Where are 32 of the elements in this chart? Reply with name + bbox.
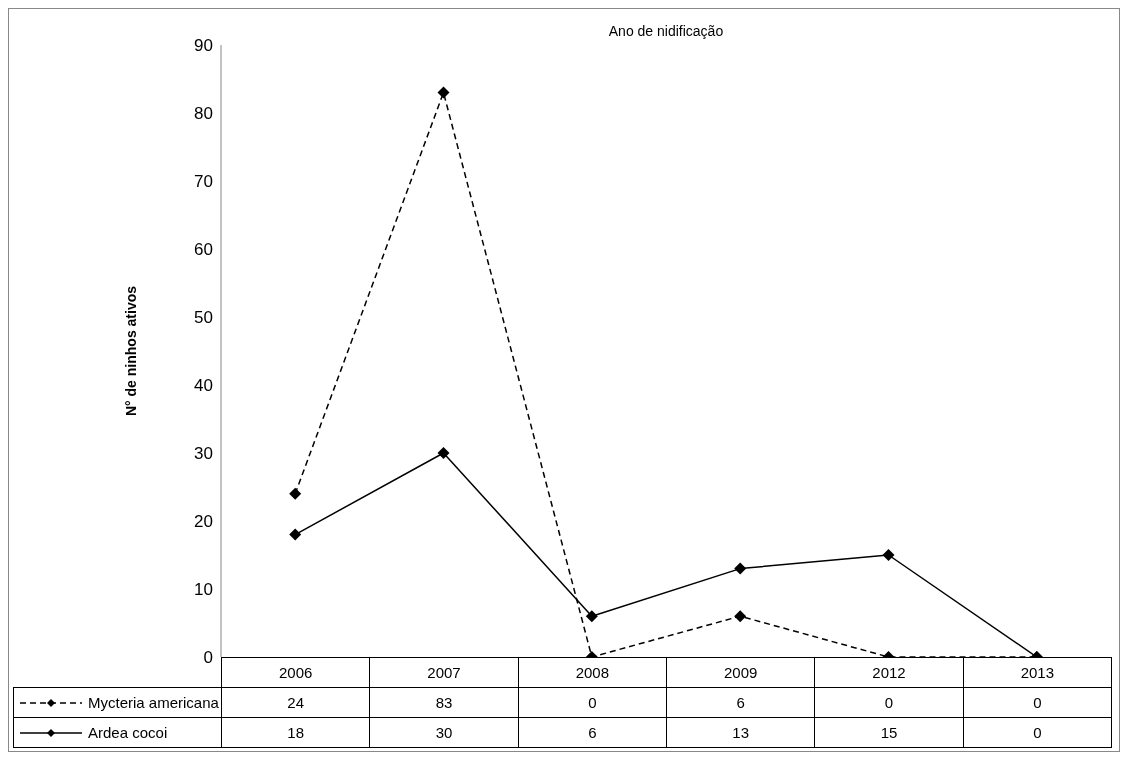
data-label: 0 [962,687,1112,718]
x-tick-label: 2006 [221,657,371,688]
data-label: 6 [517,717,667,748]
data-label: 13 [666,717,816,748]
y-axis-title: N° de ninhos ativos [122,285,139,417]
y-tick-label: 0 [203,648,213,668]
data-label: 24 [221,687,371,718]
legend-label: Ardea cocoi [88,724,168,741]
y-tick-label: 10 [194,580,213,600]
data-label: 30 [369,717,519,748]
y-tick-label: 50 [194,308,213,328]
chart-title: Ano de nidificação [607,23,725,39]
y-tick-label: 90 [194,36,213,56]
data-label: 15 [814,717,964,748]
y-tick-label: 70 [194,172,213,192]
x-tick-label: 2012 [814,657,964,688]
x-tick-label: 2009 [666,657,816,688]
data-label: 83 [369,687,519,718]
legend-label: Mycteria americana [88,694,219,711]
x-tick-label: 2013 [962,657,1112,688]
y-tick-label: 80 [194,104,213,124]
data-label: 0 [517,687,667,718]
data-label: 0 [962,717,1112,748]
y-tick-label: 40 [194,376,213,396]
y-tick-label: 30 [194,444,213,464]
data-label: 6 [666,687,816,718]
x-tick-label: 2008 [517,657,667,688]
y-tick-label: 60 [194,240,213,260]
data-label: 0 [814,687,964,718]
x-tick-label: 2007 [369,657,519,688]
data-label: 18 [221,717,371,748]
y-tick-label: 20 [194,512,213,532]
